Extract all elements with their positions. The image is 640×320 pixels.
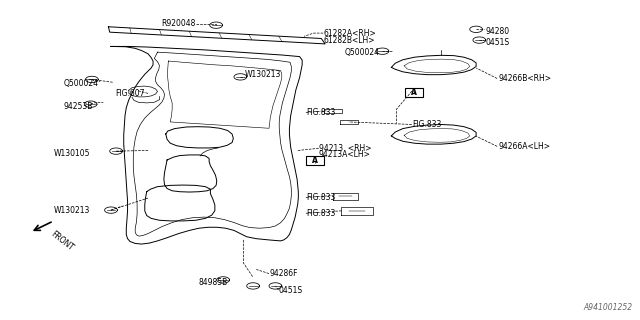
Text: A: A xyxy=(412,88,417,97)
Text: 94253B: 94253B xyxy=(64,101,93,111)
Text: W130213: W130213 xyxy=(245,70,281,79)
Text: 84985B: 84985B xyxy=(199,278,228,287)
Text: FIG.607: FIG.607 xyxy=(115,89,144,98)
Text: 94286F: 94286F xyxy=(269,269,298,278)
Text: 61282B<LH>: 61282B<LH> xyxy=(323,36,374,44)
Text: 0451S: 0451S xyxy=(486,38,510,47)
Text: R920048: R920048 xyxy=(161,19,196,28)
Text: 94213A<LH>: 94213A<LH> xyxy=(319,150,371,159)
Text: 61282A<RH>: 61282A<RH> xyxy=(323,28,376,38)
Text: 94266A<LH>: 94266A<LH> xyxy=(499,142,550,151)
Text: Q500024: Q500024 xyxy=(64,79,99,88)
Text: W130105: W130105 xyxy=(54,148,90,157)
Bar xyxy=(405,88,423,97)
Text: A: A xyxy=(312,156,318,165)
Text: W130213: W130213 xyxy=(54,206,90,215)
Text: A941001252: A941001252 xyxy=(583,303,632,312)
Text: 94280: 94280 xyxy=(486,27,510,36)
Bar xyxy=(306,156,324,165)
Text: FRONT: FRONT xyxy=(49,229,76,252)
Text: FIG.833: FIG.833 xyxy=(412,120,441,129)
Text: 94213  <RH>: 94213 <RH> xyxy=(319,144,371,153)
Text: FIG.833: FIG.833 xyxy=(306,193,335,202)
Text: FIG.833: FIG.833 xyxy=(306,108,335,117)
Text: FIG.833: FIG.833 xyxy=(306,209,335,218)
Text: Q500024: Q500024 xyxy=(344,48,380,57)
Text: 0451S: 0451S xyxy=(278,285,303,295)
Text: 94266B<RH>: 94266B<RH> xyxy=(499,74,552,83)
